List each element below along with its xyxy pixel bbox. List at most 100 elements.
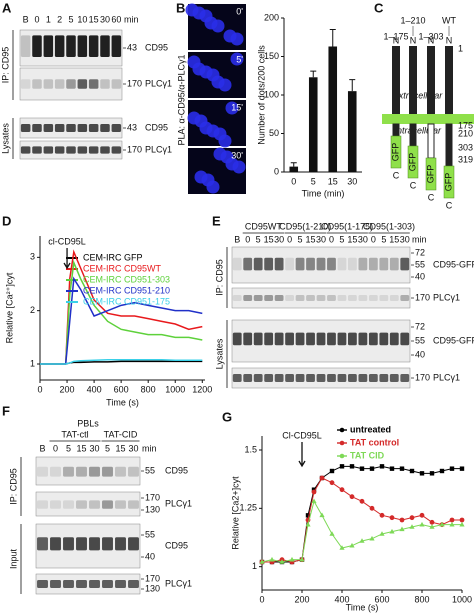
blot-band: [368, 295, 378, 301]
intracellular-domain: [392, 123, 400, 137]
lane-label: 30: [100, 14, 110, 24]
n-terminus: N: [428, 35, 435, 45]
y-tick-label: 1: [30, 358, 35, 368]
gfp-label: GFP: [443, 173, 453, 192]
x-tick-label: 1000: [452, 594, 472, 604]
blot-band: [379, 295, 389, 301]
construct-label: CD95(1-175): [321, 221, 373, 231]
lane-label: 5: [339, 234, 344, 244]
blot-band: [348, 257, 357, 271]
blot-band: [243, 332, 253, 346]
point: [305, 513, 311, 518]
point: [329, 531, 335, 536]
lane-label: 0: [245, 234, 250, 244]
intracellular-domain: [445, 123, 453, 167]
residue-label: 175: [458, 120, 473, 130]
annotation: cl-CD95L: [48, 236, 86, 246]
y-tick-label: 1.5: [244, 444, 257, 454]
group-label: Lysates: [214, 338, 224, 369]
n-terminus: N: [446, 35, 453, 45]
blot-band: [295, 295, 305, 301]
lane-label: 5: [105, 443, 110, 453]
nucleus: [213, 127, 227, 141]
blot-band: [253, 257, 263, 271]
lane-label: 0: [371, 234, 376, 244]
nucleus: [225, 101, 239, 115]
legend-label: TAT control: [350, 437, 399, 447]
point: [409, 524, 415, 529]
gfp-tag: [425, 157, 437, 191]
lane-label: 15: [306, 234, 316, 244]
blot-band: [358, 295, 368, 301]
blot-band: [327, 295, 336, 301]
lane-label: 0: [34, 14, 39, 24]
time-label: 0': [236, 6, 243, 16]
time-label: 5': [236, 54, 243, 64]
residue-label: 303: [458, 142, 473, 152]
treatment-label: TAT-CID: [104, 429, 138, 439]
point: [319, 475, 325, 481]
point: [319, 512, 325, 518]
blot-band: [43, 146, 54, 154]
blot-band: [379, 374, 389, 382]
size-marker: 43: [127, 42, 137, 52]
blot-band: [306, 257, 315, 271]
time-label: 30': [231, 150, 243, 160]
legend-marker: [339, 453, 345, 459]
gfp-tag: [390, 135, 402, 169]
blot-band: [253, 374, 263, 382]
lane-label: 5: [68, 14, 73, 24]
y-tick-label: 2: [30, 305, 35, 315]
blot-band: [316, 332, 326, 346]
point: [449, 521, 455, 527]
blot-band: [20, 79, 31, 89]
point: [369, 505, 375, 511]
size-marker: 55: [415, 335, 425, 345]
point: [399, 526, 405, 532]
blot-band: [274, 295, 284, 301]
x-tick-label: 600: [374, 594, 389, 604]
point: [369, 466, 375, 471]
blot-band: [358, 374, 368, 382]
blot-band: [43, 35, 54, 57]
blot-band: [115, 537, 126, 551]
point: [439, 521, 445, 527]
point: [359, 538, 365, 543]
blot-band: [100, 146, 110, 154]
blot-band: [89, 466, 100, 477]
blot-band: [102, 500, 113, 509]
blot-band: [89, 537, 100, 551]
series-line: [262, 465, 462, 563]
x-tick-label: 0: [291, 176, 296, 186]
blot-band: [66, 79, 76, 89]
n-terminus: N: [393, 35, 400, 45]
extracellular-domain: [409, 46, 417, 114]
construct-label: CD95(1-210): [279, 221, 331, 231]
lane-label: B: [39, 443, 45, 453]
x-tick-label: 400: [87, 384, 102, 394]
annotation: Cl-CD95L: [282, 430, 322, 440]
blot-band: [295, 257, 305, 271]
n-terminus: N: [410, 35, 417, 45]
point: [329, 480, 335, 486]
blot-band: [66, 146, 76, 154]
legend-label: CEM-IRC GFP: [83, 252, 143, 262]
membrane: [382, 114, 474, 124]
size-marker: 40: [415, 349, 425, 359]
lane-label: 30: [274, 234, 284, 244]
extracellular-domain: [392, 46, 400, 114]
blot-band: [253, 332, 263, 346]
blot-band: [88, 35, 99, 57]
blot-band: [295, 374, 305, 382]
construct-label: CD95(1-303): [363, 221, 415, 231]
blot-band: [37, 580, 48, 588]
point: [359, 466, 365, 471]
lane-label: 5: [256, 234, 261, 244]
annotation-arrow: [298, 442, 306, 468]
lane-label: 30: [128, 443, 138, 453]
blot-band: [32, 79, 42, 89]
point: [339, 545, 345, 550]
blot-band: [77, 35, 88, 57]
blot-band: [274, 257, 284, 271]
point: [389, 528, 395, 534]
